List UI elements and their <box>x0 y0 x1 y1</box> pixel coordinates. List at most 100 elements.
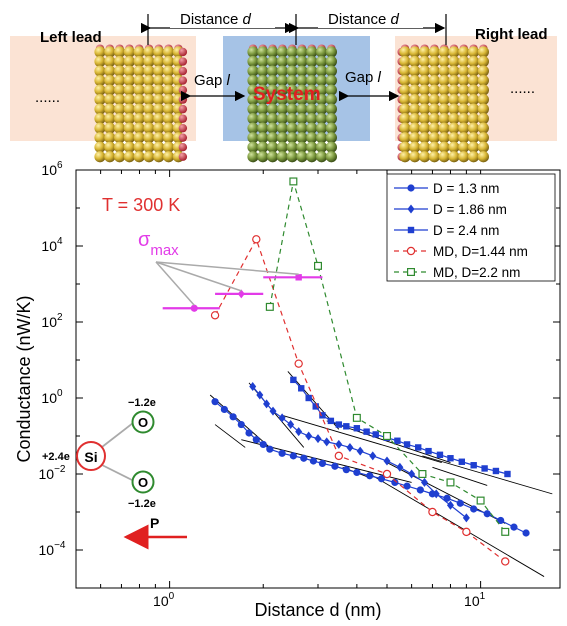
atom <box>123 74 135 87</box>
atom <box>276 132 288 144</box>
edge-atom <box>178 133 188 142</box>
atom <box>477 55 489 68</box>
atom <box>458 132 470 144</box>
sigma-pointer <box>155 261 242 292</box>
atom <box>448 132 460 144</box>
atom <box>419 141 431 153</box>
data-point <box>314 261 323 270</box>
atom <box>448 141 460 153</box>
atom <box>428 94 440 106</box>
bond-top <box>101 422 134 448</box>
data-point <box>415 444 422 451</box>
atom <box>448 122 460 134</box>
edge-atom <box>178 66 188 76</box>
atom <box>428 132 440 144</box>
atom <box>276 55 288 68</box>
data-point <box>446 500 454 510</box>
atom <box>247 74 259 87</box>
data-point <box>366 472 374 480</box>
atom <box>399 84 411 96</box>
data-point <box>369 451 377 461</box>
atom <box>153 94 165 106</box>
right-dots: ...... <box>510 80 535 97</box>
atom <box>428 113 440 125</box>
data-point <box>290 376 297 384</box>
atom <box>94 141 106 153</box>
legend-marker <box>407 184 415 192</box>
atom <box>143 46 155 58</box>
atom <box>448 113 460 125</box>
atom <box>468 132 480 144</box>
atom <box>163 65 175 77</box>
legend-label: MD, D=2.2 nm <box>433 265 520 280</box>
atom <box>153 65 165 77</box>
atom <box>257 132 269 144</box>
data-point <box>363 428 370 435</box>
atom <box>257 84 269 96</box>
atom <box>325 55 337 68</box>
data-point <box>252 235 261 244</box>
atom <box>438 141 450 153</box>
atom <box>133 46 145 58</box>
atom <box>94 103 106 115</box>
atom <box>325 84 337 96</box>
right-lead-cluster <box>397 44 489 163</box>
data-point <box>335 439 343 449</box>
atom <box>104 132 116 144</box>
atom <box>276 122 288 134</box>
atom <box>438 55 450 68</box>
atom <box>438 151 450 163</box>
atom <box>316 132 328 144</box>
atom <box>123 151 135 163</box>
left-lead-cluster <box>94 44 188 163</box>
atom <box>133 74 145 87</box>
atom <box>409 151 421 163</box>
data-point <box>323 437 331 447</box>
atom <box>143 65 155 77</box>
atom <box>448 74 460 87</box>
atom <box>477 65 489 77</box>
atom <box>143 122 155 134</box>
atom <box>286 84 298 96</box>
series-layer <box>210 177 530 566</box>
atom <box>325 113 337 125</box>
atom <box>399 74 411 87</box>
data-point <box>394 437 401 444</box>
si-label: Si <box>84 449 97 465</box>
data-point <box>501 557 510 566</box>
data-point <box>353 425 361 432</box>
atom <box>438 84 450 96</box>
atom <box>438 103 450 115</box>
y-axis-label: Conductance (nW/K) <box>14 295 34 462</box>
data-point <box>428 507 437 517</box>
atom <box>477 151 489 163</box>
series-3 <box>210 235 510 566</box>
atom <box>267 103 279 115</box>
atom <box>468 84 480 96</box>
y-tick-label: 10−4 <box>39 540 66 558</box>
o-atom-top <box>131 410 155 434</box>
atom <box>114 74 126 87</box>
atom <box>419 151 431 163</box>
data-point <box>245 429 253 437</box>
edge-atom <box>178 152 188 161</box>
atom <box>409 113 421 125</box>
data-point <box>346 442 354 452</box>
atom <box>104 141 116 153</box>
atom <box>286 74 298 87</box>
atom <box>419 113 431 125</box>
atom <box>419 74 431 87</box>
left-lead-label: Left lead <box>40 29 102 46</box>
atom <box>306 74 318 87</box>
atom <box>276 65 288 77</box>
data-point <box>476 496 485 505</box>
atom <box>477 103 489 115</box>
data-point <box>462 527 471 537</box>
charge-si: +2.4e <box>42 451 70 463</box>
data-point <box>265 302 274 311</box>
data-point <box>318 459 327 468</box>
legend-label: D = 2.4 nm <box>433 223 499 238</box>
series-4 <box>265 177 510 536</box>
data-point <box>256 390 264 400</box>
atom <box>325 65 337 77</box>
